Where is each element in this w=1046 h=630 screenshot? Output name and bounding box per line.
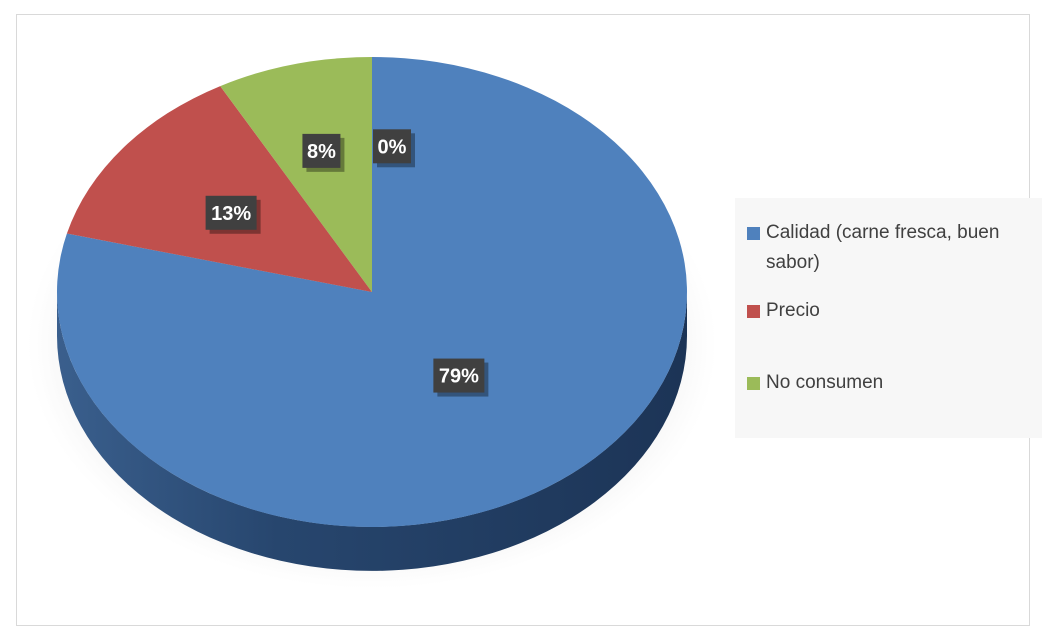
slice-no-consumen xyxy=(220,57,372,292)
legend-item-calidad: Calidad (carne fresca, buen sabor) xyxy=(747,218,1036,278)
svg-text:13%: 13% xyxy=(211,203,251,225)
legend-swatch-precio xyxy=(747,305,760,318)
legend: Calidad (carne fresca, buen sabor) Preci… xyxy=(735,198,1042,438)
legend-label-no-consumen: No consumen xyxy=(766,372,884,393)
data-label-precio: 13% xyxy=(205,195,261,234)
legend-item-no-consumen: No consumen xyxy=(747,368,1036,398)
svg-text:79%: 79% xyxy=(439,366,479,388)
legend-label-calidad: Calidad (carne fresca, buen sabor) xyxy=(766,222,1000,273)
slice-precio xyxy=(66,86,372,292)
data-label-calidad: 79% xyxy=(433,358,489,397)
legend-swatch-calidad xyxy=(747,227,760,240)
pie-side-wall xyxy=(57,292,687,571)
svg-text:0%: 0% xyxy=(378,136,407,158)
legend-item-precio: Precio xyxy=(747,296,1036,326)
data-label-no-consumen: 8% xyxy=(302,133,345,172)
svg-text:8%: 8% xyxy=(307,141,336,163)
legend-swatch-no-consumen xyxy=(747,377,760,390)
data-label-zero: 0% xyxy=(373,129,415,168)
legend-label-precio: Precio xyxy=(766,300,820,321)
